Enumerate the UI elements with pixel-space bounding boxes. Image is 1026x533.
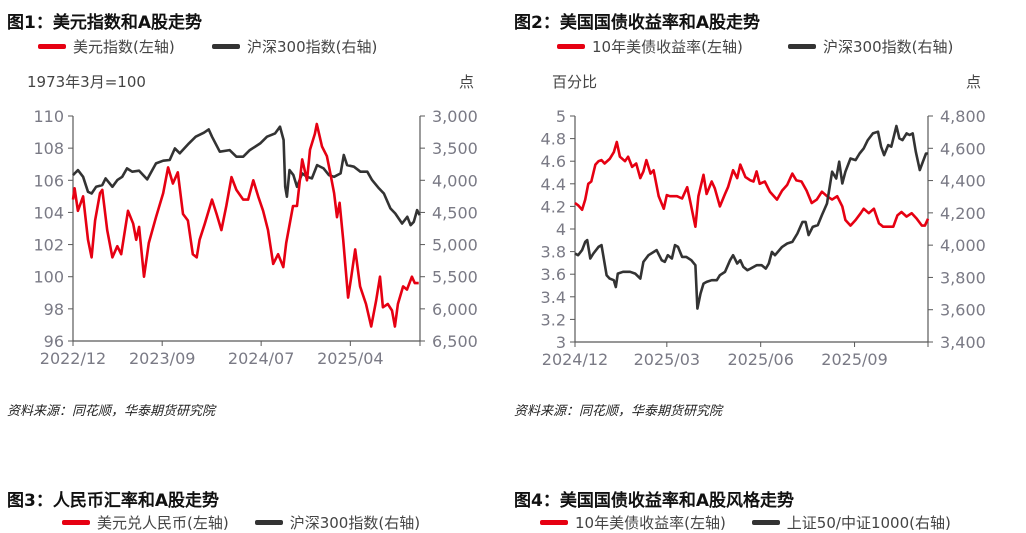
left-tick-label: 4.8	[541, 130, 566, 149]
legend-swatch-black	[254, 520, 283, 525]
legend-swatch-red	[62, 520, 90, 525]
right-tick-label: 4,800	[940, 107, 986, 126]
right-tick-label: 4,600	[940, 139, 986, 158]
left-tick-label: 108	[33, 139, 64, 158]
left-tick-label: 100	[33, 268, 64, 287]
figure-2-legend-hs300: 沪深300指数(右轴)	[788, 36, 953, 57]
left-tick-label: 98	[44, 300, 64, 319]
legend-swatch-red	[557, 44, 585, 49]
left-tick-label: 4.6	[541, 152, 566, 171]
legend-swatch-red	[38, 44, 66, 49]
left-tick-label: 4	[556, 220, 566, 239]
figure-1-legend-hs300: 沪深300指数(右轴)	[212, 36, 377, 57]
right-tick-label: 6,500	[432, 332, 478, 351]
left-tick-label: 104	[33, 203, 64, 222]
x-tick-label: 2025/09	[821, 350, 887, 369]
figure-1-right-unit: 点	[459, 73, 475, 91]
left-tick-label: 3.8	[541, 243, 566, 262]
right-tick-label: 5,500	[432, 268, 478, 287]
legend-label: 美元指数(左轴)	[73, 38, 175, 56]
left-tick-label: 5	[556, 107, 566, 126]
figure-2-title: 图2：美国国债收益率和A股走势	[514, 13, 760, 33]
figure-4-title: 图4：美国国债收益率和A股风格走势	[514, 491, 794, 511]
legend-swatch-black	[212, 44, 240, 49]
right-tick-label: 3,000	[432, 107, 478, 126]
figure-2-left-unit: 百分比	[552, 73, 598, 91]
right-tick-label: 4,000	[432, 171, 478, 190]
legend-label: 沪深300指数(右轴)	[247, 38, 378, 56]
left-tick-label: 4.4	[541, 175, 566, 194]
legend-swatch-red	[540, 520, 568, 525]
x-tick-label: 2025/03	[634, 350, 700, 369]
figure-1-title: 图1：美元指数和A股走势	[7, 13, 202, 33]
left-tick-label: 3.6	[541, 265, 566, 284]
left-tick-label: 3	[556, 333, 566, 352]
figure-3-title: 图3：人民币汇率和A股走势	[7, 491, 219, 511]
left-tick-label: 96	[44, 332, 64, 351]
left-tick-label: 3.2	[541, 310, 566, 329]
x-tick-label: 2024/07	[228, 349, 294, 368]
left-tick-label: 4.2	[541, 197, 566, 216]
figure-1-left-unit: 1973年3月=100	[27, 73, 146, 91]
legend-swatch-black	[751, 520, 780, 525]
chart-1-dxy-vs-hs300: 96 98 100 102 104 106 108 110 3,000 3,500 4,000 4,5…	[33, 107, 477, 368]
x-tick-label: 2022/12	[40, 349, 106, 368]
series-line-left-axis	[574, 140, 930, 228]
figure-2-source: 资料来源：同花顺，华泰期货研究院	[514, 404, 723, 419]
right-tick-label: 4,200	[940, 204, 986, 223]
figure-2-legend-yield: 10年美债收益率(左轴)	[557, 36, 743, 57]
x-tick-label: 2024/12	[542, 350, 608, 369]
left-tick-label: 110	[33, 107, 64, 126]
left-tick-label: 106	[33, 171, 64, 190]
series-line-right-axis	[72, 125, 421, 227]
right-tick-label: 4,000	[940, 236, 986, 255]
legend-label: 沪深300指数(右轴)	[823, 38, 954, 56]
left-tick-label: 3.4	[541, 288, 566, 307]
left-tick-label: 102	[33, 236, 64, 255]
x-tick-label: 2023/09	[129, 349, 195, 368]
right-tick-label: 4,400	[940, 172, 986, 191]
chart-2-ust10y-vs-hs300: 3 3.2 3.4 3.6 3.8 4 4.2 4.4 4.6 4.8 5 3,400 3,600 3,8…	[541, 107, 986, 369]
figure-1-legend-dxy: 美元指数(左轴)	[38, 36, 175, 57]
x-tick-label: 2025/06	[727, 350, 793, 369]
right-tick-label: 3,800	[940, 268, 986, 287]
right-tick-label: 6,000	[432, 300, 478, 319]
legend-swatch-black	[788, 44, 816, 49]
series-line-left-axis	[71, 122, 419, 328]
right-tick-label: 3,500	[432, 139, 478, 158]
right-tick-label: 3,400	[940, 333, 986, 352]
right-tick-label: 4,500	[432, 203, 478, 222]
series-line-right-axis	[574, 124, 928, 310]
right-tick-label: 5,000	[432, 236, 478, 255]
right-tick-label: 3,600	[940, 301, 986, 320]
figure-1-source: 资料来源：同花顺，华泰期货研究院	[7, 404, 216, 419]
figure-2-right-unit: 点	[966, 73, 982, 91]
x-tick-label: 2025/04	[317, 349, 383, 368]
legend-label: 10年美债收益率(左轴)	[592, 38, 743, 56]
